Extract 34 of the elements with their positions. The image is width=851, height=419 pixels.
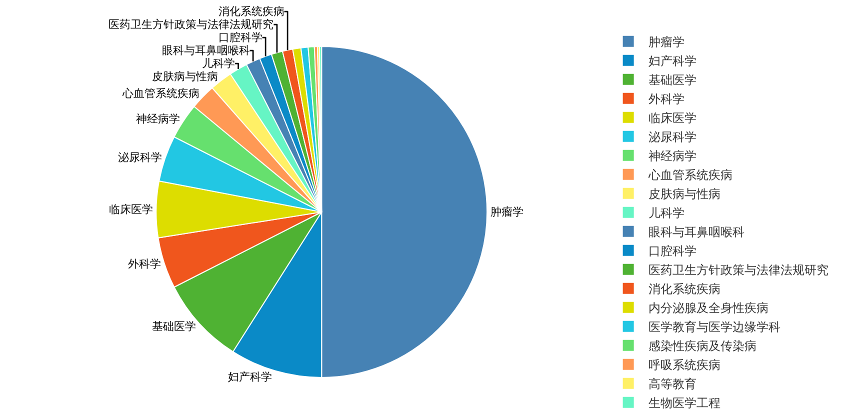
data-label: 肿瘤学 (490, 206, 524, 218)
data-label: 妇产科学 (228, 370, 272, 384)
data-label: 神经病学 (136, 112, 180, 126)
data-label: 消化系统疾病 (218, 5, 284, 18)
data-label: 心血管系统疾病 (122, 87, 200, 100)
legend-label: 医学教育与医学边缘学科 (648, 320, 780, 334)
data-label: 临床医学 (108, 202, 153, 216)
legend-label: 神经病学 (648, 149, 696, 163)
legend-label: 消化系统疾病 (648, 282, 720, 296)
data-label: 口腔科学 (218, 31, 262, 44)
legend-label: 内分泌腺及全身性疾病 (648, 301, 768, 315)
legend-label: 呼吸系统疾病 (648, 358, 720, 372)
data-label: 医药卫生方针政策与法律法规研究 (108, 18, 274, 32)
legend-label: 妇产科学 (648, 54, 696, 68)
data-label: 儿科学 (202, 57, 236, 70)
legend-label: 眼科与耳鼻咽喉科 (648, 225, 744, 239)
legend-label: 儿科学 (648, 206, 684, 220)
legend-label: 肿瘤学 (648, 35, 684, 49)
legend-label: 感染性疾病及传染病 (648, 339, 756, 353)
data-label: 泌尿科学 (118, 151, 162, 164)
data-label: 皮肤病与性病 (152, 70, 218, 84)
legend-label: 生物医学工程 (648, 396, 720, 410)
data-label: 眼科与耳鼻咽喉科 (162, 44, 250, 58)
legend-label: 高等教育 (648, 377, 696, 391)
data-label: 外科学 (128, 257, 161, 270)
legend-label: 临床医学 (648, 111, 696, 125)
data-label: 基础医学 (152, 320, 196, 333)
legend-label: 皮肤病与性病 (648, 187, 720, 201)
legend-label: 外科学 (648, 92, 684, 106)
legend-label: 医药卫生方针政策与法律法规研究 (648, 263, 828, 277)
legend-label: 口腔科学 (648, 244, 696, 258)
legend-label: 心血管系统疾病 (647, 168, 732, 182)
legend-label: 基础医学 (648, 73, 696, 87)
legend-label: 泌尿科学 (648, 130, 696, 144)
